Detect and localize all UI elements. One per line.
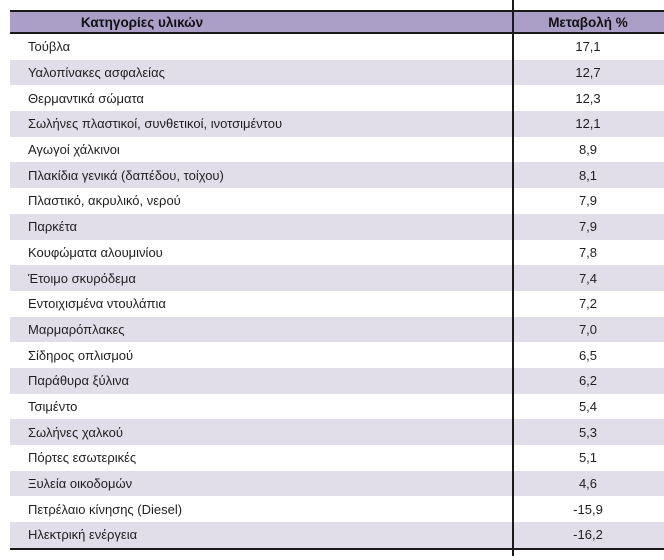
category-cell: Ξυλεία οικοδομών — [28, 476, 133, 492]
value-cell: 5,4 — [578, 398, 598, 414]
value-cell: 12,7 — [575, 65, 601, 81]
table-row: Εντοιχισμένα ντουλάπια 7,2 — [10, 291, 664, 317]
table-row: Υαλοπίνακες ασφαλείας 12,7 — [10, 59, 664, 86]
value-cell: 8,1 — [578, 167, 598, 183]
value-cell: 4,6 — [578, 476, 598, 492]
table-row: Παράθυρα ξύλινα 6,2 — [10, 367, 664, 394]
table-row: Σωλήνες χαλκού 5,3 — [10, 419, 664, 445]
value-cell: 6,5 — [578, 347, 598, 363]
category-cell: Σίδηρος οπλισμού — [28, 347, 134, 363]
category-cell: Υαλοπίνακες ασφαλείας — [28, 65, 165, 81]
table-row: Πλακίδια γενικά (δαπέδου, τοίχου) 8,1 — [10, 162, 664, 189]
table-row: Αγωγοί χάλκινοι 8,9 — [10, 137, 664, 163]
table-row: Πλαστικό, ακρυλικό, νερού 7,9 — [10, 188, 664, 214]
category-cell: Τούβλα — [28, 39, 71, 55]
value-cell: 12,1 — [575, 116, 601, 132]
table-row: Τσιμέντο 5,4 — [10, 394, 664, 420]
table-row: Πετρέλαιο κίνησης (Diesel) -15,9 — [10, 496, 664, 522]
table-row: Σωλήνες πλαστικοί, συνθετικοί, ινοτσιμέν… — [10, 111, 664, 137]
header-category-label: Κατηγορίες υλικών — [80, 14, 204, 30]
value-cell: 5,3 — [578, 424, 598, 440]
category-cell: Έτοιμο σκυρόδεμα — [28, 270, 136, 286]
value-cell: 7,4 — [578, 270, 598, 286]
category-cell: Πόρτες εσωτερικές — [28, 450, 137, 466]
column-divider-line — [512, 0, 514, 556]
table-row: Θερμαντικά σώματα 12,3 — [10, 85, 664, 111]
table-row: Τούβλα 17,1 — [10, 34, 664, 60]
header-change-cell: Μεταβολή % — [548, 14, 628, 30]
value-cell: 7,2 — [578, 296, 598, 312]
table-header-row: Κατηγορίες υλικών Μεταβολή % — [10, 12, 664, 34]
table-row: Πόρτες εσωτερικές 5,1 — [10, 445, 664, 471]
value-cell: 5,1 — [578, 450, 598, 466]
materials-table: Κατηγορίες υλικών Μεταβολή % Τούβλα 17,1… — [10, 10, 664, 550]
table-row: Ηλεκτρική ενέργεια -16,2 — [10, 522, 664, 548]
value-cell: 17,1 — [575, 39, 601, 55]
category-cell: Κουφώματα αλουμινίου — [28, 244, 163, 260]
category-cell: Ηλεκτρική ενέργεια — [28, 527, 138, 543]
value-cell: 7,8 — [578, 244, 598, 260]
category-cell: Μαρμαρόπλακες — [28, 321, 125, 337]
category-cell: Παρκέτα — [28, 219, 78, 235]
category-cell: Πλαστικό, ακρυλικό, νερού — [28, 193, 181, 209]
category-cell: Πετρέλαιο κίνησης (Diesel) — [28, 501, 183, 517]
category-cell: Τσιμέντο — [28, 398, 78, 414]
header-category-cell: Κατηγορίες υλικών — [10, 15, 512, 30]
table-row: Σίδηρος οπλισμού 6,5 — [10, 342, 664, 368]
value-cell: 8,9 — [578, 142, 598, 158]
value-cell: -16,2 — [573, 527, 603, 543]
category-cell: Σωλήνες χαλκού — [28, 424, 124, 440]
value-cell: 12,3 — [575, 90, 601, 106]
table-row: Κουφώματα αλουμινίου 7,8 — [10, 240, 664, 266]
table-row: Παρκέτα 7,9 — [10, 213, 664, 240]
value-cell: 7,0 — [578, 321, 598, 337]
category-cell: Παράθυρα ξύλινα — [28, 373, 130, 389]
category-cell: Σωλήνες πλαστικοί, συνθετικοί, ινοτσιμέν… — [28, 116, 283, 132]
category-cell: Θερμαντικά σώματα — [28, 90, 144, 106]
value-cell: 7,9 — [578, 219, 598, 235]
category-cell: Πλακίδια γενικά (δαπέδου, τοίχου) — [28, 167, 224, 183]
value-cell: -15,9 — [573, 501, 603, 517]
value-cell: 6,2 — [578, 373, 598, 389]
table-row: Μαρμαρόπλακες 7,0 — [10, 316, 664, 343]
table-row: Ξυλεία οικοδομών 4,6 — [10, 470, 664, 497]
value-cell: 7,9 — [578, 193, 598, 209]
table-row: Έτοιμο σκυρόδεμα 7,4 — [10, 265, 664, 291]
category-cell: Αγωγοί χάλκινοι — [28, 142, 120, 158]
category-cell: Εντοιχισμένα ντουλάπια — [28, 296, 166, 312]
